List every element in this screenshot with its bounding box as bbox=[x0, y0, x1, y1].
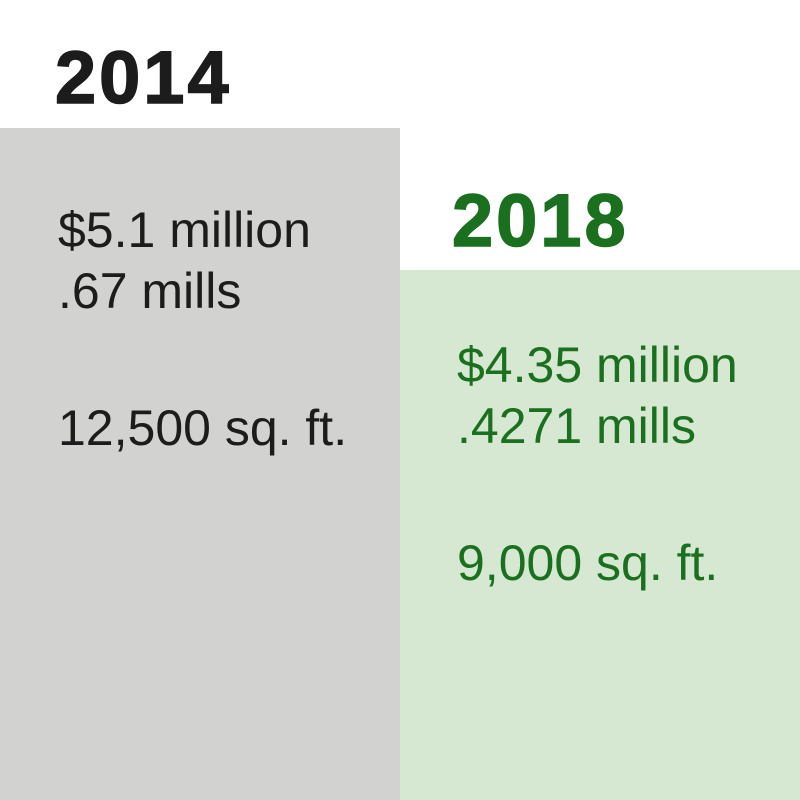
budget-value-2018: $4.35 million bbox=[457, 337, 738, 393]
stats-2018: $4.35 million .4271 mills 9,000 sq. ft. bbox=[457, 335, 738, 594]
year-label-2018: 2018 bbox=[451, 179, 629, 262]
area-value-2018: 9,000 sq. ft. bbox=[457, 535, 719, 591]
area-value-2014: 12,500 sq. ft. bbox=[58, 400, 348, 456]
mills-value-2014: .67 mills bbox=[58, 263, 242, 319]
mills-value-2018: .4271 mills bbox=[457, 398, 696, 454]
bar-2014-block bbox=[0, 128, 400, 800]
stats-2014: $5.1 million .67 mills 12,500 sq. ft. bbox=[58, 200, 347, 459]
bar-2018-block bbox=[400, 270, 800, 800]
year-label-2014: 2014 bbox=[54, 36, 232, 119]
budget-value-2014: $5.1 million bbox=[58, 202, 311, 258]
